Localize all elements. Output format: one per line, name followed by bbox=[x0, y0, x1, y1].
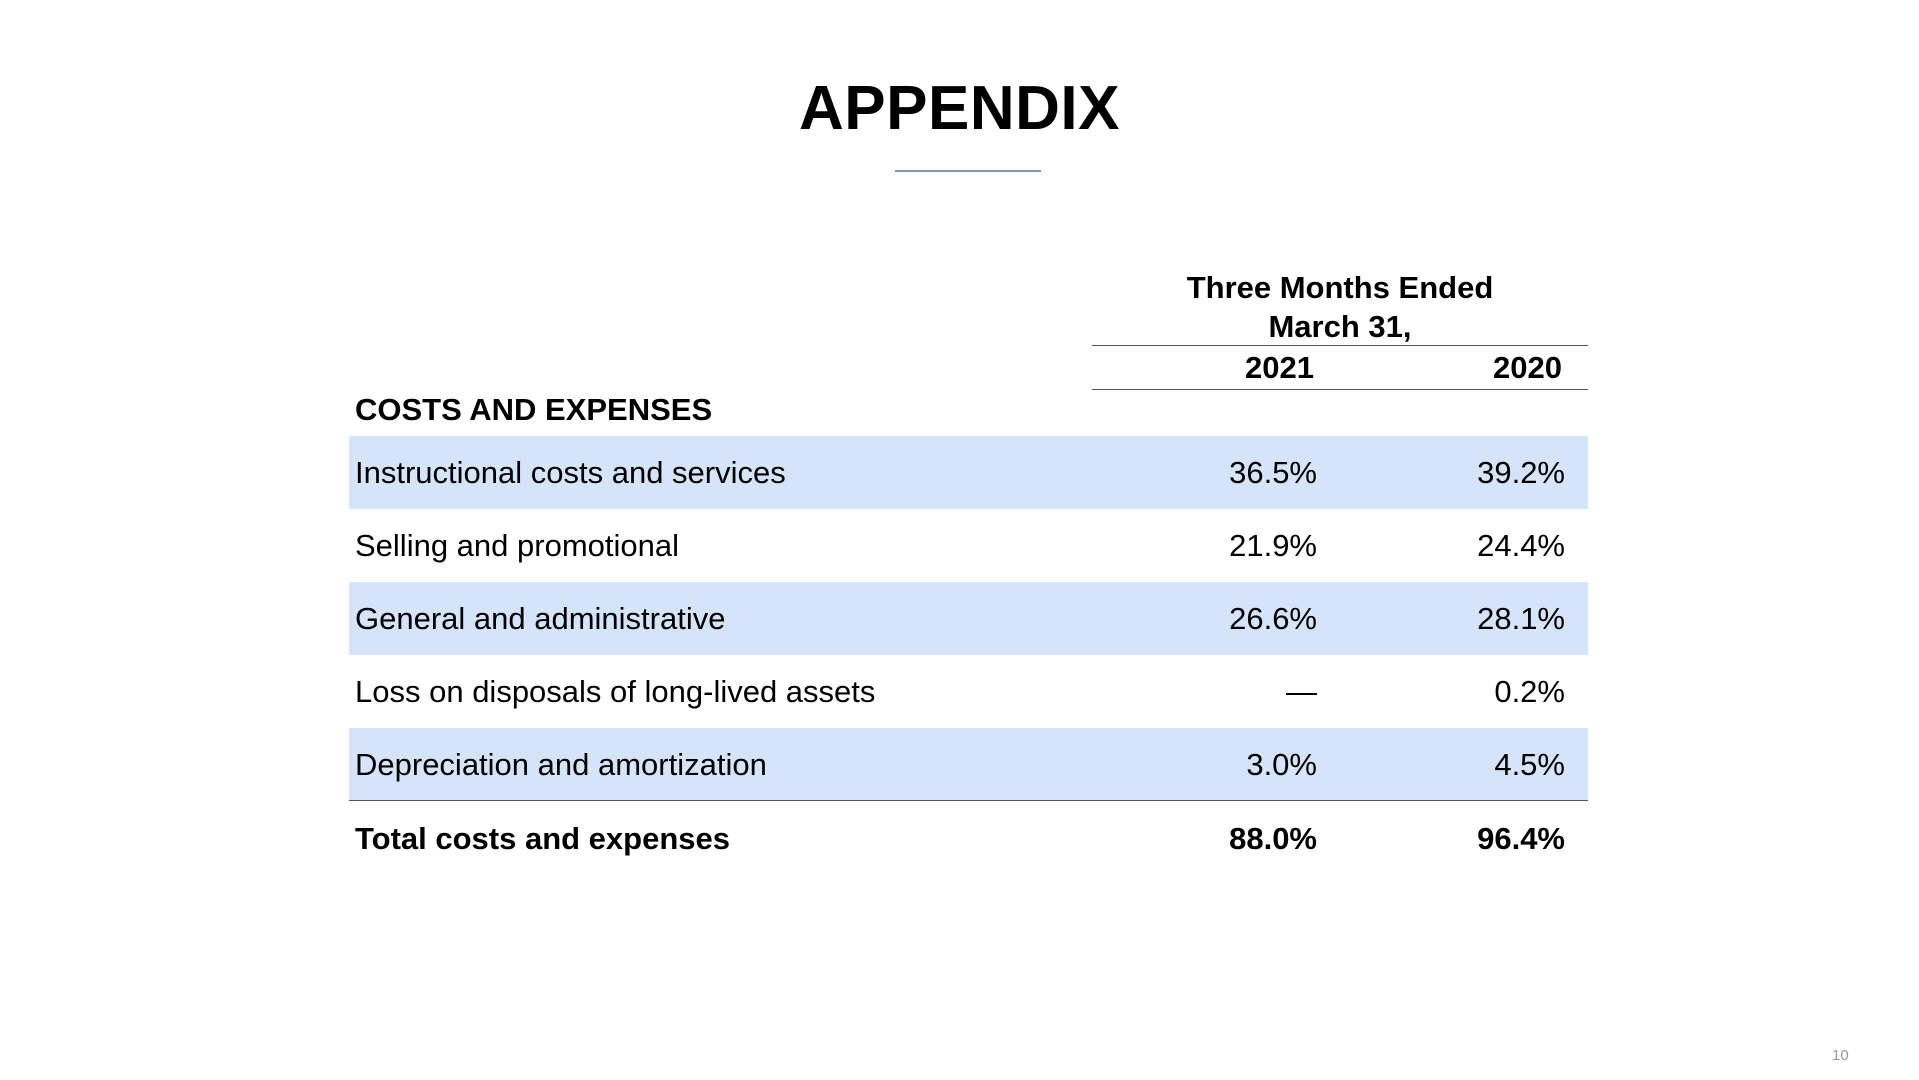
total-value-2020: 96.4% bbox=[1477, 821, 1565, 856]
period-header: Three Months Ended March 31, bbox=[1092, 268, 1588, 346]
header-rule-bottom bbox=[1092, 389, 1588, 390]
table-row: Loss on disposals of long-lived assets —… bbox=[349, 655, 1588, 728]
total-row: Total costs and expenses 88.0% 96.4% bbox=[349, 803, 1588, 875]
section-label: COSTS AND EXPENSES bbox=[355, 392, 713, 427]
row-value-2021: — bbox=[1286, 674, 1317, 709]
row-value-2020: 4.5% bbox=[1494, 747, 1565, 782]
period-header-line2: March 31, bbox=[1268, 309, 1412, 344]
row-label: Depreciation and amortization bbox=[355, 747, 767, 782]
table-row: Depreciation and amortization 3.0% 4.5% bbox=[349, 728, 1588, 801]
row-label: General and administrative bbox=[355, 601, 726, 636]
row-value-2020: 28.1% bbox=[1477, 601, 1565, 636]
table-row: Selling and promotional 21.9% 24.4% bbox=[349, 509, 1588, 582]
row-value-2021: 36.5% bbox=[1229, 455, 1317, 490]
period-header-line1: Three Months Ended bbox=[1186, 270, 1494, 305]
row-value-2020: 0.2% bbox=[1494, 674, 1565, 709]
column-header-2021: 2021 bbox=[1245, 350, 1314, 385]
row-value-2020: 24.4% bbox=[1477, 528, 1565, 563]
table-row: Instructional costs and services 36.5% 3… bbox=[349, 436, 1588, 509]
row-value-2021: 21.9% bbox=[1229, 528, 1317, 563]
row-label: Loss on disposals of long-lived assets bbox=[355, 674, 876, 709]
total-value-2021: 88.0% bbox=[1229, 821, 1317, 856]
slide-title: APPENDIX bbox=[799, 74, 1120, 143]
total-label: Total costs and expenses bbox=[355, 821, 730, 856]
column-header-2020: 2020 bbox=[1493, 350, 1562, 385]
table-body: Instructional costs and services 36.5% 3… bbox=[349, 436, 1588, 801]
row-value-2021: 26.6% bbox=[1229, 601, 1317, 636]
row-label: Instructional costs and services bbox=[355, 455, 786, 490]
table-row: General and administrative 26.6% 28.1% bbox=[349, 582, 1588, 655]
page-number: 10 bbox=[1832, 1047, 1849, 1064]
row-value-2021: 3.0% bbox=[1246, 747, 1317, 782]
row-label: Selling and promotional bbox=[355, 528, 679, 563]
total-rule bbox=[349, 800, 1588, 801]
row-value-2020: 39.2% bbox=[1477, 455, 1565, 490]
title-underline bbox=[895, 170, 1041, 172]
header-rule-top bbox=[1092, 345, 1588, 346]
